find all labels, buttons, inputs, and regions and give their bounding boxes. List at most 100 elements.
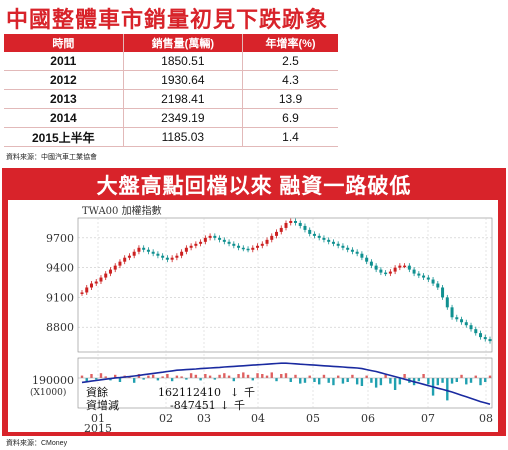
change-bar	[95, 378, 98, 380]
candle	[222, 239, 226, 242]
candle	[175, 255, 179, 258]
change-bar	[393, 378, 397, 390]
change-bar	[313, 378, 316, 382]
change-bar	[265, 375, 269, 378]
candle	[436, 283, 440, 288]
upper-frame	[77, 217, 493, 353]
candle	[445, 297, 449, 308]
candle	[350, 249, 354, 252]
lower-y-tick-label: 190000	[32, 374, 74, 387]
change-bar	[114, 374, 117, 378]
change-bar	[484, 378, 487, 382]
legend-unit: 千	[234, 399, 245, 412]
candle	[213, 235, 217, 238]
headline: 中國整體車市銷量初見下跌跡象	[6, 7, 329, 32]
chart-source: 資料來源：CMoney	[6, 440, 68, 447]
candle	[99, 277, 103, 282]
candle	[161, 255, 165, 258]
candle	[80, 292, 84, 294]
x-tick-label: 03	[197, 412, 211, 425]
sales-cell: 2349.19	[122, 108, 243, 128]
change-bar	[294, 374, 297, 378]
candle	[170, 257, 174, 260]
change-bar	[365, 375, 368, 378]
candle	[398, 265, 402, 268]
change-bar	[189, 373, 193, 378]
candle	[137, 247, 141, 252]
change-bar	[441, 378, 444, 383]
change-bar	[318, 378, 321, 385]
candle	[355, 251, 359, 254]
growth-cell: 2.5	[242, 52, 338, 71]
legend-name: 資增減	[86, 398, 119, 412]
change-bar	[142, 378, 145, 380]
change-bar	[446, 378, 449, 401]
candle	[460, 319, 464, 323]
change-bar	[232, 378, 236, 382]
change-bar	[223, 373, 226, 378]
candle	[312, 233, 316, 236]
growth-cell: 13.9	[242, 89, 338, 109]
change-bar	[280, 374, 283, 378]
candle	[165, 257, 169, 260]
change-bar	[275, 378, 278, 382]
candle	[441, 287, 445, 298]
change-bar	[327, 378, 330, 383]
candle	[407, 265, 411, 270]
change-bar	[332, 378, 335, 386]
chart-headline: 大盤高點回檔以來 融資一路破低	[96, 175, 412, 198]
candle	[393, 267, 397, 272]
x-year-label: 2015	[84, 422, 112, 432]
candle	[412, 269, 416, 274]
candle	[298, 222, 302, 226]
change-bar	[118, 378, 122, 382]
candle	[256, 245, 260, 248]
change-bar	[270, 372, 273, 378]
candle	[488, 339, 492, 342]
change-bar	[436, 378, 440, 386]
candle	[303, 225, 307, 230]
change-bar	[479, 378, 482, 386]
change-bar	[308, 375, 311, 378]
candle	[94, 281, 98, 284]
table-row: 2011 1850.51 2.5	[4, 52, 338, 71]
change-bar	[256, 373, 259, 378]
candle	[275, 231, 279, 236]
change-bar	[355, 378, 359, 385]
candle	[146, 249, 150, 252]
candle	[89, 283, 93, 288]
candle	[279, 227, 283, 232]
change-bar	[80, 375, 84, 378]
candle	[232, 243, 236, 246]
change-bar	[104, 376, 107, 378]
change-bar	[237, 374, 240, 378]
change-bar	[185, 378, 188, 380]
candle	[360, 253, 364, 258]
legend-arrow: ↓	[220, 399, 229, 412]
change-bar	[289, 378, 292, 382]
change-bar	[242, 372, 245, 378]
candle	[246, 248, 250, 251]
change-bar	[374, 378, 378, 388]
sales-cell: 2198.41	[122, 89, 243, 109]
candle	[104, 273, 108, 278]
legend-name: 資餘	[86, 385, 108, 399]
candle	[374, 265, 378, 270]
change-bar	[99, 373, 103, 378]
change-bar	[460, 374, 463, 378]
candle	[189, 245, 193, 248]
change-bar	[389, 378, 392, 384]
col-growth: 年增率(%)	[242, 34, 338, 52]
y-tick-label: 9400	[46, 262, 74, 275]
candle	[464, 322, 468, 326]
legend-arrow: ↓	[230, 386, 239, 399]
growth-cell: 6.9	[242, 108, 338, 128]
change-bar	[284, 373, 288, 378]
y-tick-label: 9700	[46, 232, 74, 245]
candle	[426, 277, 430, 280]
change-bar	[379, 378, 383, 386]
period-cell: 2015上半年	[4, 127, 124, 147]
table-row: 2015上半年 1185.03 1.4	[4, 127, 338, 147]
change-bar	[398, 378, 402, 385]
change-bar	[180, 376, 183, 378]
